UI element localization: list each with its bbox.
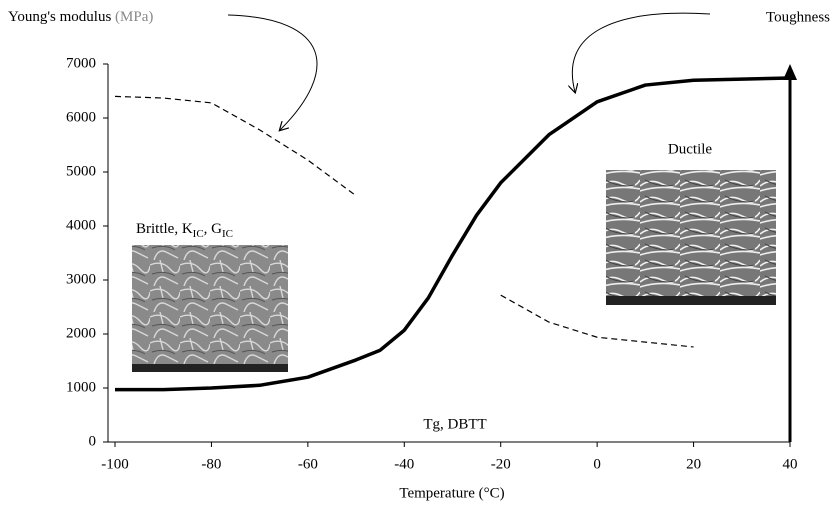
annotation-text: , G [204,221,223,237]
x-tick-label: 40 [783,456,798,472]
x-tick-label: 0 [593,456,601,472]
x-tick-label: -40 [394,456,414,472]
annotation: Brittle, KIC, GIC [136,221,233,239]
annotation: Tg, DBTT [423,416,486,432]
series-label: Young's modulus (MPa) [8,9,153,25]
y-tick-label: 4000 [66,217,96,233]
annotation-subscript: IC [193,228,204,240]
x-tick-label: 20 [686,456,701,472]
series-name: Young's modulus [8,9,111,25]
y-tick-label: 5000 [66,163,96,179]
micrograph-bar [132,364,288,372]
annotation: Ductile [668,141,712,157]
brittle-micrograph [132,245,288,372]
y-tick-label: 6000 [66,109,96,125]
y-tick-label: 7000 [66,55,96,71]
x-tick-label: -60 [298,456,318,472]
y-tick-label: 1000 [66,379,96,395]
x-tick-label: -100 [101,456,129,472]
y-tick-label: 0 [89,433,97,449]
x-axis-label: Temperature (°C) [399,485,504,501]
y-tick-label: 2000 [66,325,96,341]
x-tick-label: -20 [491,456,511,472]
callout-arrow [228,15,317,130]
annotation-subscript: IC [222,228,233,240]
micrograph-bar [606,296,776,305]
chart: Young's modulus (MPa) Toughness Tg, DBTT… [0,0,836,506]
ductile-micrograph [606,170,776,305]
series-unit: (MPa) [115,9,153,25]
y-tick-label: 3000 [66,271,96,287]
page: Young's modulus (MPa) Toughness Tg, DBTT… [0,0,836,506]
annotation-text: Brittle, K [136,221,193,237]
x-tick-label: -80 [201,456,221,472]
series-label: Toughness [766,9,830,25]
